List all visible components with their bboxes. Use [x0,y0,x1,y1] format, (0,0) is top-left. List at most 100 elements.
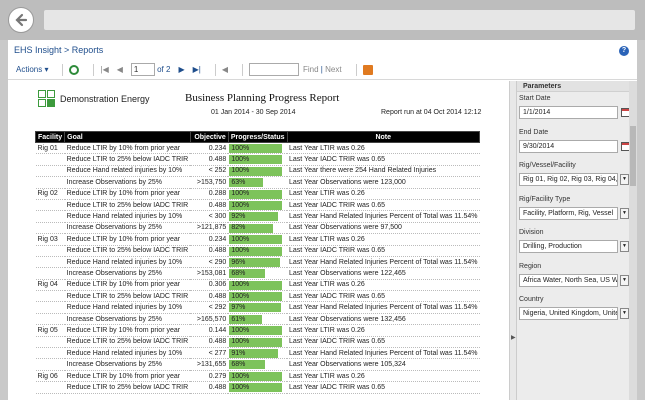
find-button[interactable]: Find [303,65,319,74]
cell-goal: Increase Observations by 25% [64,313,191,326]
param-label: Country [519,296,544,303]
dropdown-button[interactable]: ▼ [620,241,629,252]
cell-goal: Increase Observations by 25% [64,267,191,280]
progress-bar [229,155,283,165]
scrollbar-thumb[interactable] [630,126,636,186]
cell-progress: 100% [228,142,288,155]
date-input[interactable]: 1/1/2014 [519,106,618,119]
next-page-button[interactable]: ▶ [178,65,184,74]
cell-objective: 0.234 [190,142,229,155]
cell-objective: 0.488 [190,290,229,303]
cell-goal: Reduce LTIR by 10% from prior year [64,142,191,155]
page-input[interactable]: 1 [130,63,155,76]
export-button[interactable] [362,64,373,75]
progress-text: 97% [231,304,246,312]
cell-objective: < 290 [190,256,229,269]
report-table: Facility Goal Objective Progress/Status … [34,131,481,394]
cell-progress: 100% [228,279,288,292]
cell-objective: >153,750 [190,176,229,189]
dropdown-button[interactable]: ▼ [620,308,629,319]
multiselect-field[interactable]: Nigeria, United Kingdom, United S [519,307,618,320]
progress-text: 63% [231,178,246,186]
cell-note: Last Year Observations were 122,465 [287,267,480,280]
divider [355,63,357,76]
back-button[interactable] [8,7,34,33]
app-viewport: EHS Insight > Reports ? Actions ▾ |◀ ◀ 1… [8,40,637,400]
progress-text: 100% [231,156,250,164]
prev-page-icon: ◀ [116,65,123,74]
dropdown-button[interactable]: ▼ [620,174,629,185]
cell-goal: Increase Observations by 25% [64,222,191,235]
report-toolbar: Actions ▾ |◀ ◀ 1 of 2 ▶ ▶| ◀ Find | Next [8,60,637,80]
refresh-button[interactable] [69,64,80,75]
table-row: Rig 02 Reduce LTIR by 10% from prior year… [35,188,480,200]
progress-bar [229,371,283,381]
cell-goal: Reduce Hand related injuries by 10% [64,347,191,360]
date-input[interactable]: 9/30/2014 [519,139,618,153]
cell-goal: Increase Observations by 25% [64,176,191,189]
param-label: End Date [519,128,549,136]
last-page-button[interactable]: ▶| [193,65,201,74]
multiselect-field[interactable]: Rig 01, Rig 02, Rig 03, Rig 04, Rig [519,173,618,186]
table-row: Reduce LTIR to 25% below IADC TRIR 0.488 1… [35,153,480,166]
cell-facility: Rig 04 [35,279,65,292]
table-row: Reduce LTIR to 25% below IADC TRIR 0.488 1… [35,245,480,257]
multiselect-field[interactable]: Facility, Platform, Rig, Vessel [519,206,618,220]
first-page-button[interactable]: |◀ [100,65,108,74]
back-to-parent-button[interactable]: ◀ [222,65,228,74]
cell-facility [35,222,65,235]
breadcrumb[interactable]: EHS Insight > Reports [14,45,104,55]
find-input[interactable] [249,63,299,76]
dropdown-button[interactable]: ▼ [620,274,629,286]
cell-progress: 100% [228,336,288,349]
cell-objective: 0.306 [190,279,229,292]
prev-page-button[interactable]: ◀ [117,65,123,74]
progress-text: 68% [231,361,246,369]
cell-objective: 0.488 [190,245,229,257]
divider [62,63,64,76]
cell-facility [35,381,65,394]
find-next-button[interactable]: Next [325,65,342,74]
cell-note: Last Year LTIR was 0.26 [287,279,480,292]
progress-text: 82% [231,224,246,232]
progress-bar [229,360,266,370]
cell-goal: Reduce LTIR to 25% below IADC TRIR [64,199,191,212]
table-row: Reduce Hand related injuries by 10% < 252… [35,165,480,178]
table-row: Reduce LTIR to 25% below IADC TRIR 0.488 1… [35,290,480,303]
progress-text: 100% [231,292,250,300]
address-bar[interactable] [44,10,635,30]
page-count: of 2 [157,65,171,74]
cell-objective: 0.279 [190,370,229,383]
cell-progress: 100% [228,381,288,394]
cell-note: Last Year Observations were 97,500 [287,222,480,235]
cell-objective: >131,655 [190,358,229,371]
progress-text: 100% [231,190,250,198]
cell-progress: 91% [228,347,288,360]
parameters-panel: Parameters Start Date 1/1/2014 End Date 9/3… [517,81,630,400]
parameters-collapse-handle[interactable]: ▶ [509,81,517,400]
cell-goal: Reduce LTIR to 25% below IADC TRIR [64,245,191,257]
cell-goal: Reduce LTIR to 25% below IADC TRIR [64,153,191,166]
first-page-icon: |◀ [100,65,109,74]
cell-progress: 97% [228,301,288,314]
cell-progress: 100% [228,370,288,383]
dropdown-button[interactable]: ▼ [620,207,629,219]
multiselect-field[interactable]: Africa Water, North Sea, US Water [519,273,618,287]
cell-facility [35,267,65,280]
help-icon[interactable]: ? [619,46,629,56]
progress-bar [229,212,279,222]
vertical-scrollbar[interactable] [629,81,637,400]
divider [242,63,243,76]
cell-progress: 96% [228,256,288,269]
progress-bar [229,337,283,347]
arrow-left-icon [15,13,28,27]
multiselect-field[interactable]: Drilling, Production [519,240,618,253]
table-row: Increase Observations by 25% >153,081 68% L… [35,267,480,280]
cell-note: Last Year IADC TRIR was 0.65 [287,245,480,257]
refresh-icon [69,64,80,75]
cell-goal: Reduce LTIR by 10% from prior year [64,188,191,200]
chevron-down-icon: ▾ [44,65,49,74]
divider [93,63,95,76]
cell-goal: Reduce LTIR to 25% below IADC TRIR [64,290,191,303]
actions-menu[interactable]: Actions ▾ [16,65,48,74]
